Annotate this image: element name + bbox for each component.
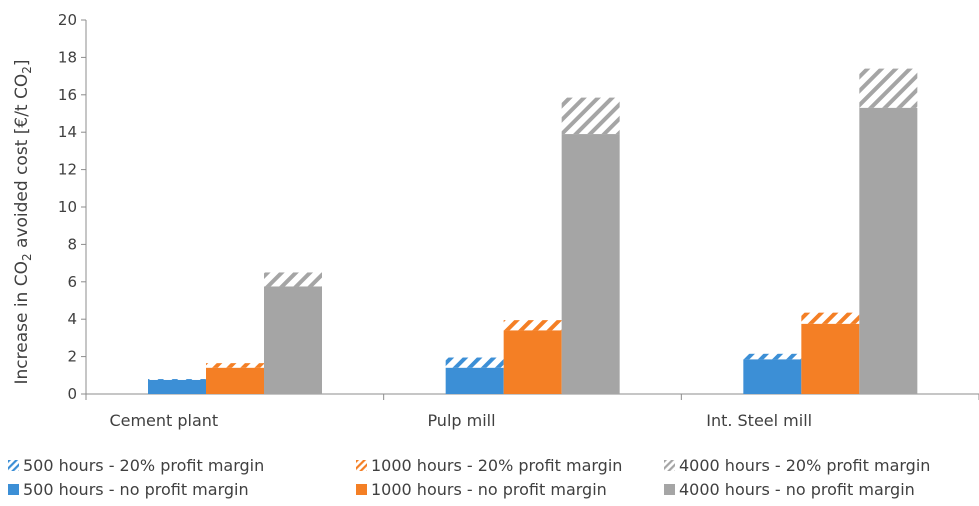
y-tick-label: 4 xyxy=(67,310,77,328)
y-axis-title-part: Increase in CO xyxy=(12,261,32,385)
x-tick-label: Cement plant xyxy=(109,411,218,430)
bar-no-profit-margin xyxy=(859,107,918,394)
x-tick-label: Pulp mill xyxy=(427,411,495,430)
bar-profit-margin xyxy=(503,320,562,331)
bar-profit-margin xyxy=(206,363,264,368)
bar-no-profit-margin xyxy=(206,367,264,394)
bar-no-profit-margin xyxy=(148,379,206,394)
legend-item: 4000 hours - 20% profit margin xyxy=(664,456,976,475)
x-tick-label: Int. Steel mill xyxy=(706,411,812,430)
legend-swatch-striped xyxy=(664,459,675,471)
legend-label: 1000 hours - 20% profit margin xyxy=(371,455,623,475)
bar-profit-margin xyxy=(743,353,802,360)
bar-chart: Increase in CO2 avoided cost [€/t CO2] 0… xyxy=(12,11,979,430)
bars xyxy=(148,68,918,394)
y-tick-label: 18 xyxy=(58,48,77,66)
bar-no-profit-margin xyxy=(503,330,562,394)
legend-label: 500 hours - 20% profit margin xyxy=(23,455,265,475)
y-tick-label: 0 xyxy=(67,385,77,403)
y-tick-label: 6 xyxy=(67,273,77,291)
legend: 500 hours - 20% profit margin 1000 hours… xyxy=(8,453,976,501)
legend-swatch-solid xyxy=(356,483,367,495)
legend-row-profit: 500 hours - 20% profit margin 1000 hours… xyxy=(8,453,976,477)
svg-text:Increase in CO2 avoided cost [: Increase in CO2 avoided cost [€/t CO2] xyxy=(12,59,34,384)
y-axis-title: Increase in CO2 avoided cost [€/t CO2] xyxy=(12,59,34,384)
bar-profit-margin xyxy=(148,379,206,380)
y-tick-label: 8 xyxy=(67,235,77,253)
y-tick-label: 14 xyxy=(58,123,77,141)
legend-swatch-solid xyxy=(664,483,675,495)
y-tick-label: 20 xyxy=(58,11,77,29)
bar-no-profit-margin xyxy=(801,323,860,394)
y-axis-title-subscript: 2 xyxy=(20,253,34,261)
legend-item: 4000 hours - no profit margin xyxy=(664,480,976,499)
y-tick-label: 16 xyxy=(58,86,77,104)
bar-no-profit-margin xyxy=(743,359,802,394)
y-tick-label: 12 xyxy=(58,161,77,179)
bar-no-profit-margin xyxy=(264,286,322,394)
legend-swatch-solid xyxy=(8,483,19,495)
bar-profit-margin xyxy=(561,97,620,135)
bar-profit-margin xyxy=(859,68,918,108)
bar-profit-margin xyxy=(445,357,504,368)
y-axis-title-part: ] xyxy=(12,59,32,66)
legend-item: 1000 hours - 20% profit margin xyxy=(356,456,664,475)
legend-label: 4000 hours - 20% profit margin xyxy=(679,455,931,475)
legend-swatch-striped xyxy=(356,459,367,471)
y-axis-title-subscript: 2 xyxy=(20,66,34,74)
legend-label: 4000 hours - no profit margin xyxy=(679,479,915,499)
legend-label: 1000 hours - no profit margin xyxy=(371,479,607,499)
y-axis-title-part: avoided cost [€/t CO xyxy=(12,74,32,254)
bar-no-profit-margin xyxy=(445,367,504,394)
bar-no-profit-margin xyxy=(561,134,620,394)
legend-item: 500 hours - 20% profit margin xyxy=(8,456,356,475)
legend-swatch-striped xyxy=(8,459,19,471)
bar-profit-margin xyxy=(801,312,860,324)
legend-item: 500 hours - no profit margin xyxy=(8,480,356,499)
y-tick-label: 2 xyxy=(67,348,77,366)
axes: 0 2 4 6 8 10 12 14 16 18 20 Cement plant Pulp mill In… xyxy=(58,11,979,430)
legend-row-no-profit: 500 hours - no profit margin 1000 hours … xyxy=(8,477,976,501)
legend-label: 500 hours - no profit margin xyxy=(23,479,249,499)
legend-item: 1000 hours - no profit margin xyxy=(356,480,664,499)
bar-profit-margin xyxy=(264,272,322,287)
y-tick-label: 10 xyxy=(58,198,77,216)
